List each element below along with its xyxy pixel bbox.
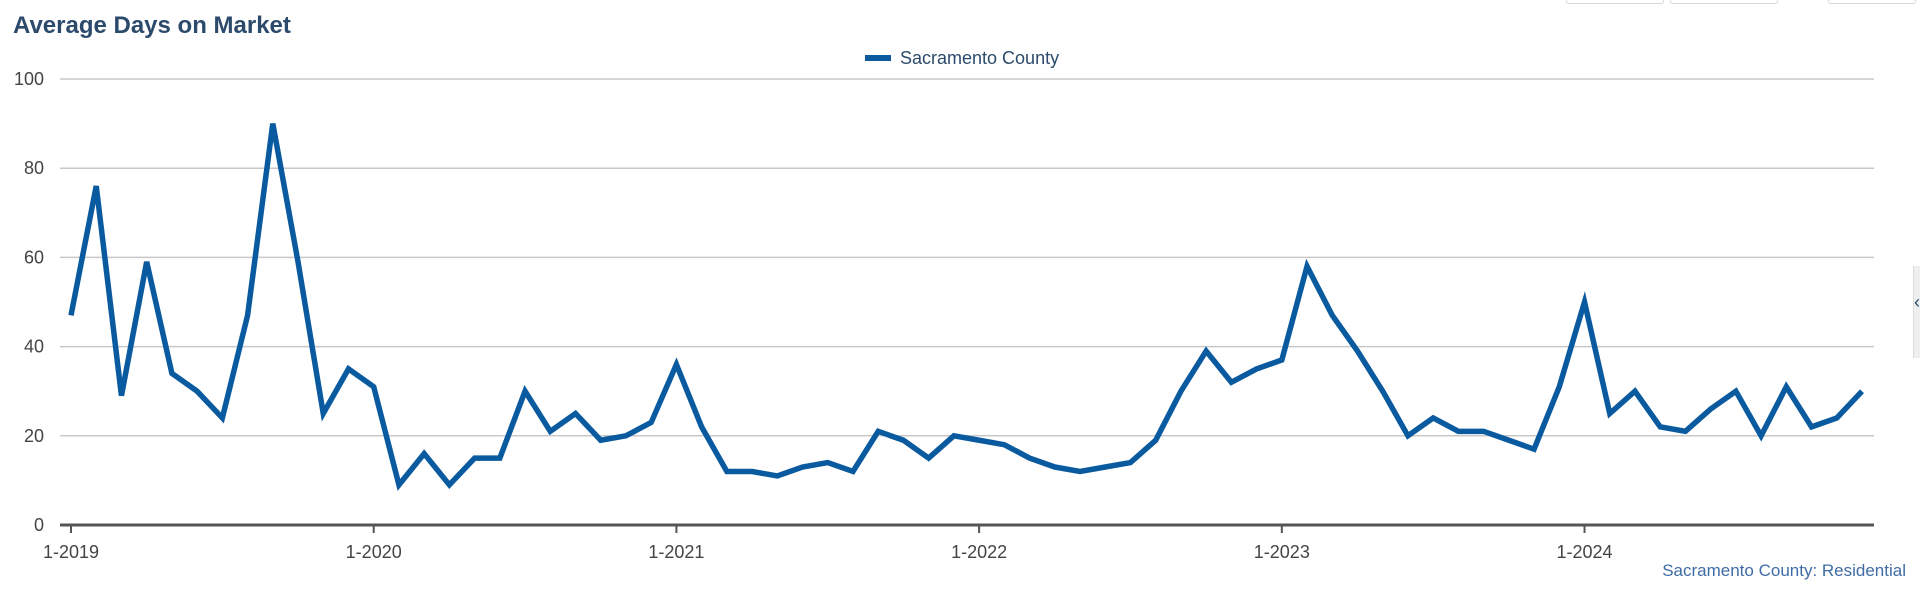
data-point[interactable] [142, 257, 152, 267]
x-tick-label: 1-2024 [1556, 542, 1612, 562]
x-tick-label: 1-2021 [648, 542, 704, 562]
toolbar-button-3[interactable] [1828, 0, 1916, 4]
data-point[interactable] [394, 480, 404, 490]
series-line-sacramento-county[interactable] [68, 123, 1865, 491]
data-point[interactable] [1479, 426, 1489, 436]
data-point[interactable] [671, 359, 681, 369]
data-point[interactable] [1781, 382, 1791, 392]
data-point[interactable] [571, 409, 581, 419]
data-point[interactable] [1302, 261, 1312, 271]
data-point[interactable] [167, 368, 177, 378]
data-point[interactable] [1327, 310, 1337, 320]
data-point[interactable] [722, 466, 732, 476]
data-point[interactable] [1125, 458, 1135, 468]
y-tick-label: 0 [34, 515, 44, 535]
data-point[interactable] [621, 431, 631, 441]
data-point[interactable] [1201, 346, 1211, 356]
data-point[interactable] [1428, 413, 1438, 423]
x-tick-label: 1-2020 [346, 542, 402, 562]
data-point[interactable] [217, 413, 227, 423]
y-tick-label: 60 [24, 247, 44, 267]
data-point[interactable] [1226, 377, 1236, 387]
y-tick-label: 40 [24, 337, 44, 357]
data-point[interactable] [419, 449, 429, 459]
data-point[interactable] [873, 426, 883, 436]
data-point[interactable] [1252, 364, 1262, 374]
data-point[interactable] [772, 471, 782, 481]
legend-item-sacramento-county[interactable]: Sacramento County [865, 46, 1059, 70]
data-point[interactable] [1731, 386, 1741, 396]
data-point[interactable] [91, 181, 101, 191]
data-point[interactable] [1529, 444, 1539, 454]
data-point[interactable] [1176, 386, 1186, 396]
data-point[interactable] [1403, 431, 1413, 441]
data-point[interactable] [1580, 297, 1590, 307]
data-point[interactable] [1605, 409, 1615, 419]
y-tick-label: 80 [24, 158, 44, 178]
data-point[interactable] [1857, 386, 1867, 396]
y-tick-label: 100 [14, 69, 44, 89]
data-point[interactable] [369, 382, 379, 392]
data-point[interactable] [898, 435, 908, 445]
series-layer [66, 119, 1867, 491]
data-point[interactable] [1025, 453, 1035, 463]
x-tick-label: 1-2023 [1254, 542, 1310, 562]
data-point[interactable] [1554, 382, 1564, 392]
side-panel-tab[interactable] [1913, 266, 1920, 358]
data-point[interactable] [192, 386, 202, 396]
data-point[interactable] [1352, 346, 1362, 356]
data-point[interactable] [949, 431, 959, 441]
data-point[interactable] [924, 453, 934, 463]
data-point[interactable] [1050, 462, 1060, 472]
x-tick-label: 1-2019 [43, 542, 99, 562]
data-point[interactable] [444, 480, 454, 490]
toolbar-button-2[interactable] [1670, 0, 1778, 4]
data-point[interactable] [1807, 422, 1817, 432]
data-point[interactable] [1680, 426, 1690, 436]
data-point[interactable] [1378, 386, 1388, 396]
data-point[interactable] [545, 426, 555, 436]
data-point[interactable] [823, 458, 833, 468]
data-point[interactable] [1075, 466, 1085, 476]
toolbar-button-1[interactable] [1566, 0, 1664, 4]
data-point[interactable] [646, 417, 656, 427]
data-point[interactable] [848, 466, 858, 476]
data-point[interactable] [343, 364, 353, 374]
axes: 0 20 40 60 80 100 1-2019 1-2020 1-2021 1-2022 1-20… [14, 69, 1874, 562]
y-tick-label: 20 [24, 426, 44, 446]
data-point[interactable] [1151, 435, 1161, 445]
data-point[interactable] [1100, 462, 1110, 472]
data-point[interactable] [1756, 431, 1766, 441]
chevron-left-icon[interactable]: ‹ [1914, 292, 1920, 312]
data-point[interactable] [1504, 435, 1514, 445]
data-point[interactable] [974, 435, 984, 445]
data-point[interactable] [1630, 386, 1640, 396]
data-point[interactable] [243, 310, 253, 320]
legend-label: Sacramento County [900, 47, 1060, 68]
data-point[interactable] [293, 257, 303, 267]
data-point[interactable] [596, 435, 606, 445]
legend-swatch [865, 55, 891, 61]
chart-title: Average Days on Market [13, 12, 291, 39]
data-point[interactable] [747, 466, 757, 476]
data-point[interactable] [66, 310, 76, 320]
data-point[interactable] [999, 440, 1009, 450]
data-point[interactable] [268, 119, 278, 129]
data-point[interactable] [520, 386, 530, 396]
data-point[interactable] [1453, 426, 1463, 436]
data-point[interactable] [495, 453, 505, 463]
data-point[interactable] [697, 422, 707, 432]
data-point[interactable] [1277, 355, 1287, 365]
data-point[interactable] [116, 391, 126, 401]
data-point[interactable] [318, 409, 328, 419]
data-point[interactable] [1655, 422, 1665, 432]
data-point[interactable] [470, 453, 480, 463]
data-point[interactable] [1832, 413, 1842, 423]
data-point[interactable] [798, 462, 808, 472]
chart-credit[interactable]: Sacramento County: Residential [1662, 561, 1906, 580]
x-tick-label: 1-2022 [951, 542, 1007, 562]
data-point[interactable] [1706, 404, 1716, 414]
